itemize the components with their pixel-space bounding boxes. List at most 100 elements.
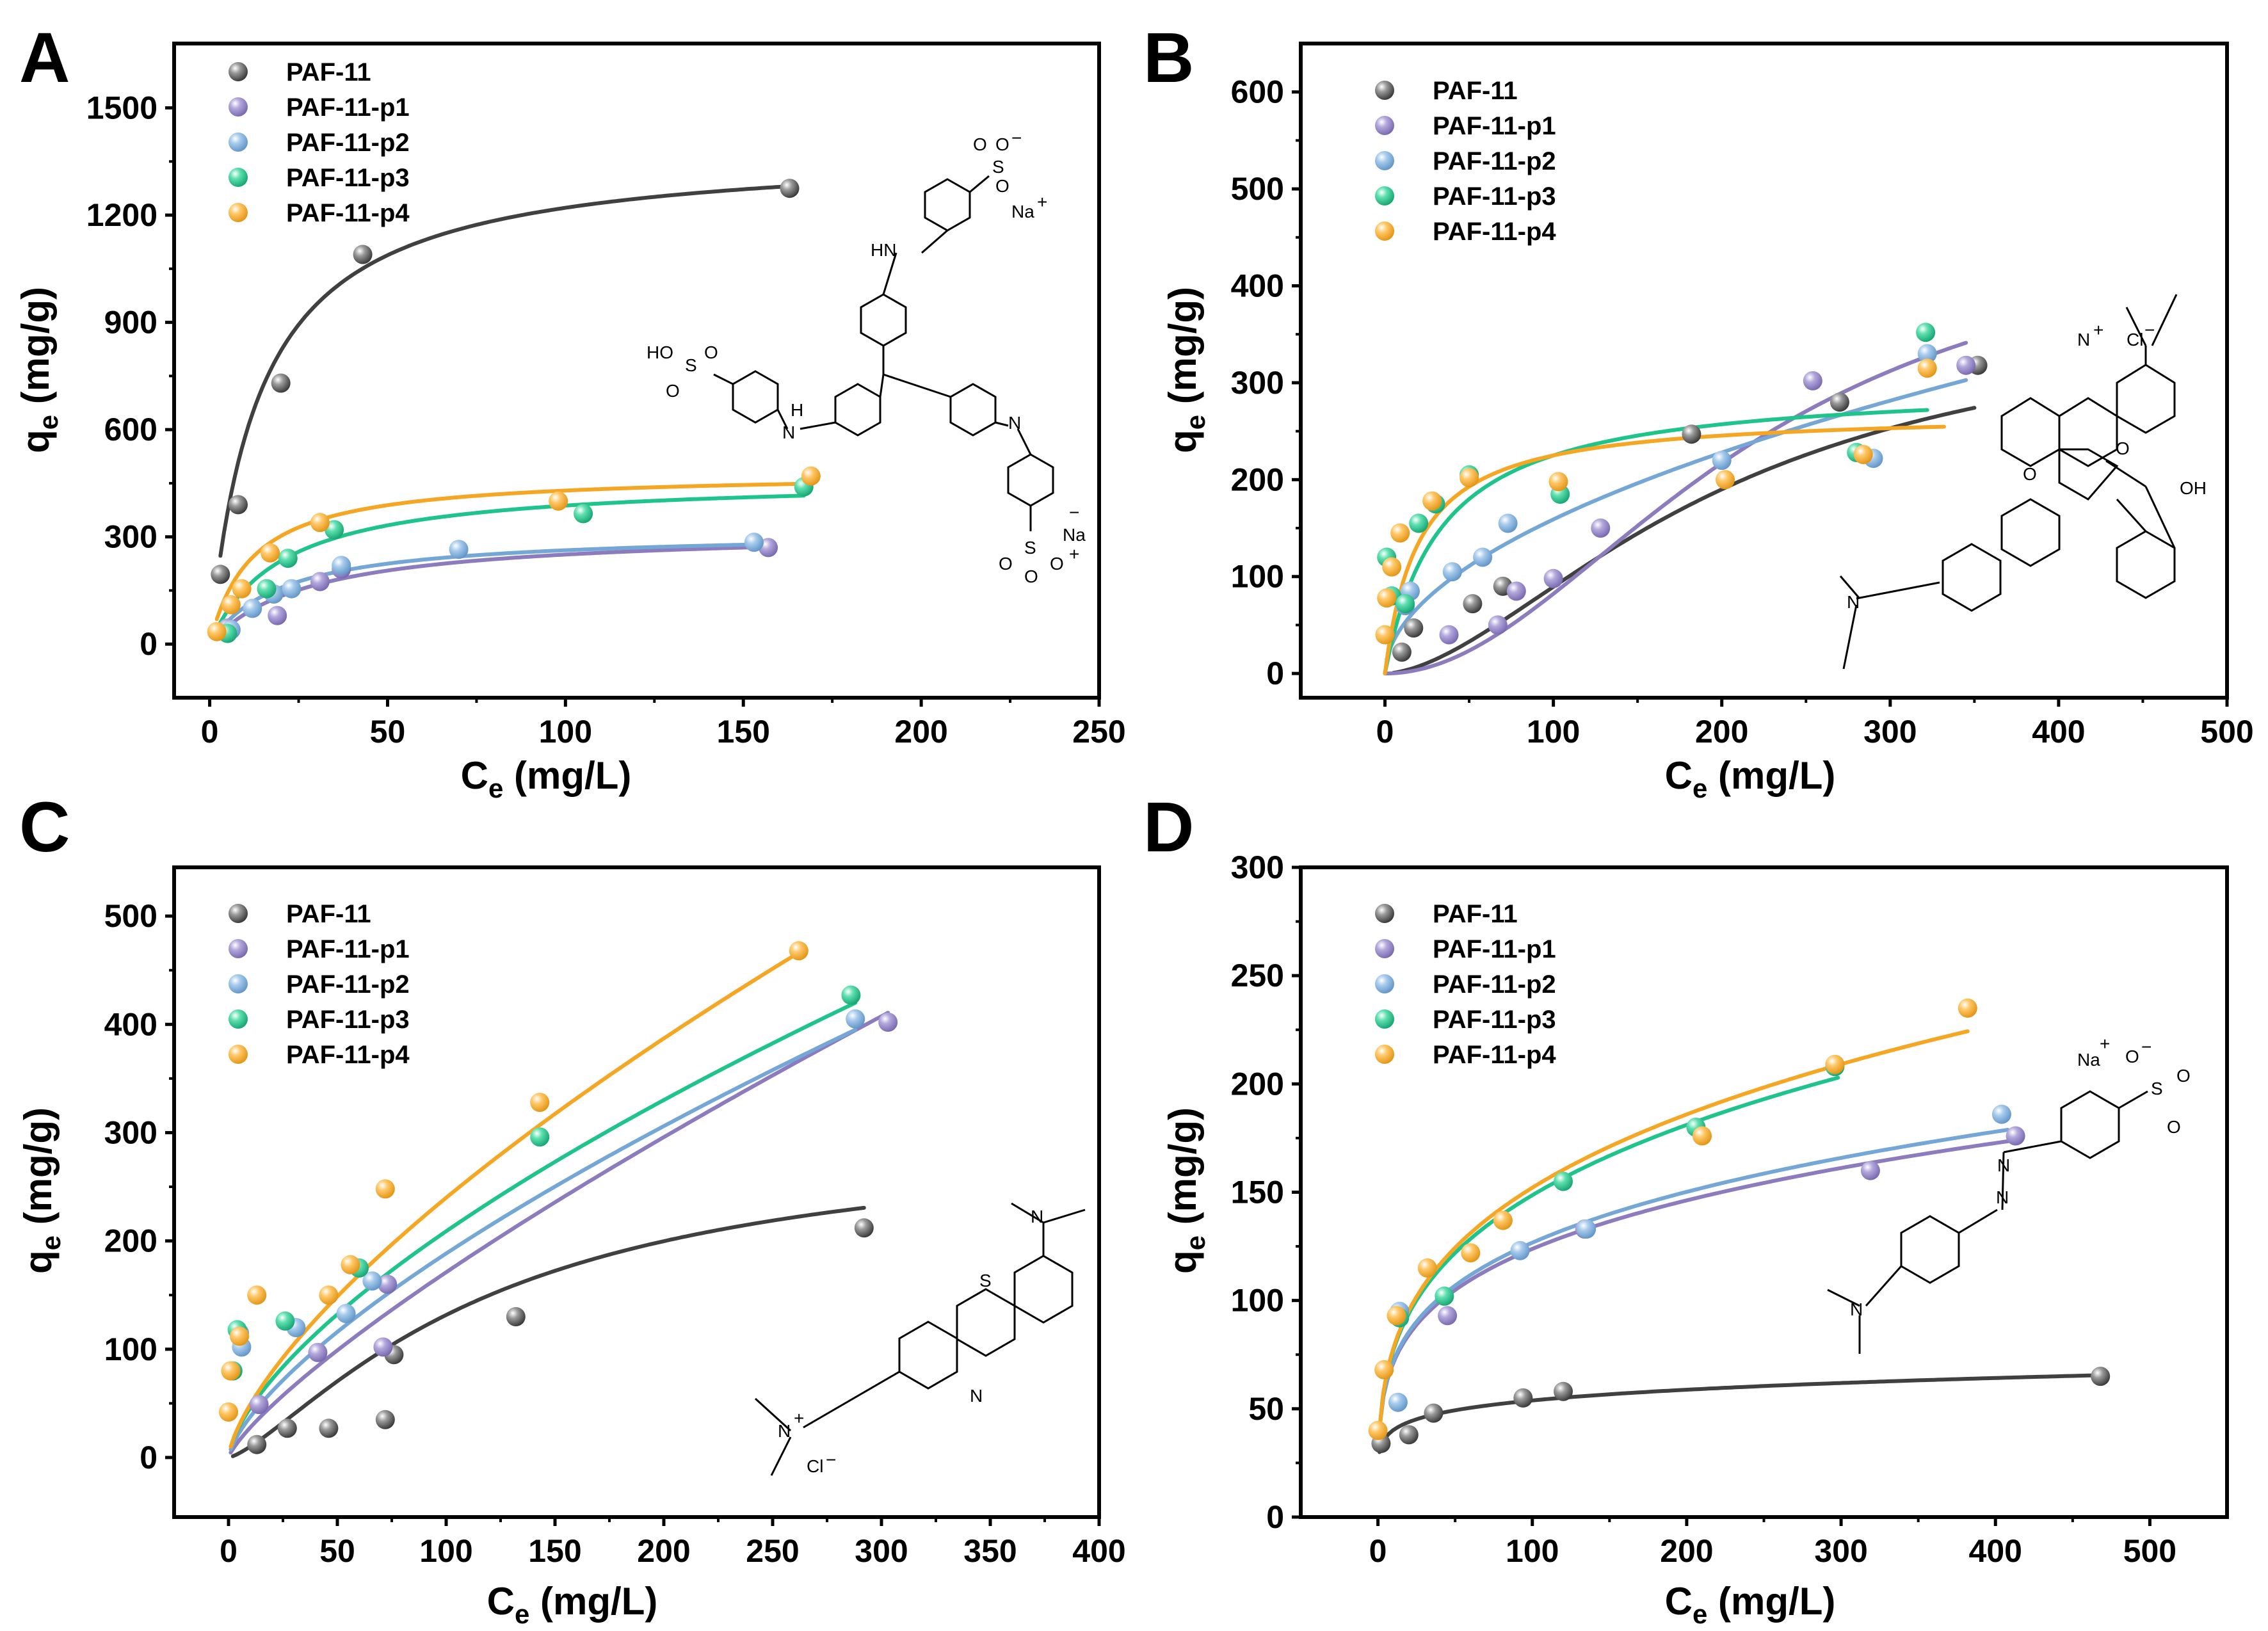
data-point-paf-11-p3: [841, 985, 861, 1005]
data-point-paf-11-p4: [1375, 625, 1395, 645]
mol-label: O: [995, 176, 1009, 196]
x-tick-label: 100: [539, 714, 592, 750]
legend-label: PAF-11-p2: [1433, 147, 1556, 175]
plot-area-d: 0 100 200 300 400 500 0 50 100 150 200 250 300 PAF-11…: [1231, 849, 2229, 1569]
panel-c: C Ce (mg/L) qe (mg/g) 0 50 100 150 200 250 300…: [17, 788, 1126, 1629]
mol-label: O: [1050, 554, 1064, 574]
y-tick-label: 500: [1231, 171, 1284, 207]
data-point-paf-11-p4: [1853, 445, 1873, 464]
legend-label: PAF-11-p1: [1433, 935, 1556, 963]
y-tick-label: 200: [104, 1223, 157, 1259]
mol-label: S: [2151, 1079, 2163, 1098]
legend-marker: [1375, 186, 1394, 205]
data-point-paf-11-p3: [275, 1311, 295, 1331]
fit-line-paf-11-p3: [229, 1000, 858, 1449]
x-tick-label: 50: [319, 1533, 355, 1569]
axis-labels-c: Ce (mg/L) qe (mg/g): [17, 1107, 657, 1629]
molecule-methylene-blue-c: [754, 1202, 1086, 1476]
data-point-paf-11-p2: [282, 579, 302, 599]
data-point-paf-11-p1: [1488, 615, 1508, 635]
y-tick-label: 100: [1231, 559, 1284, 595]
y-tick-label: 400: [1231, 268, 1284, 304]
data-point-paf-11-p4: [789, 941, 808, 961]
data-point-paf-11-p4: [1368, 1420, 1388, 1440]
data-point-paf-11-p4: [1693, 1126, 1712, 1146]
data-point-paf-11-p4: [530, 1093, 550, 1113]
fit-line-paf-11-p3: [214, 494, 806, 631]
data-point-paf-11-p1: [1591, 518, 1611, 538]
mol-label: O: [973, 134, 987, 154]
x-tick-label: 0: [1369, 1533, 1387, 1569]
data-point-paf-11-p2: [846, 1009, 865, 1029]
fit-line-paf-11-p3: [1383, 408, 1929, 676]
data-point-paf-11-p4: [341, 1255, 360, 1274]
panel-letter-b: B: [1143, 19, 1194, 97]
legend-marker: [1375, 221, 1394, 241]
data-point-paf-11-p4: [207, 622, 227, 641]
molecule-labels-d: Na + O − S O O N N N: [1850, 1034, 2191, 1319]
x-tick-label: 100: [1506, 1533, 1559, 1569]
plot-frame: [1299, 42, 2229, 700]
data-point-paf-11-p4: [232, 579, 252, 599]
data-point-paf-11-p4: [1493, 1210, 1513, 1230]
y-tick-label: 300: [1231, 365, 1284, 401]
data-point-paf-11: [247, 1434, 267, 1454]
y-tick-label: 900: [104, 305, 157, 341]
y-tick-label: 1200: [86, 197, 157, 233]
data-point-paf-11-p2: [449, 540, 469, 559]
x-tick-label: 500: [2200, 714, 2253, 750]
data-point-paf-11-p2: [1577, 1219, 1596, 1239]
mol-label: O: [999, 554, 1013, 574]
data-point-paf-11-p2: [1917, 344, 1937, 364]
legend-marker: [229, 1009, 248, 1029]
data-point-paf-11-p1: [310, 572, 330, 591]
data-point-paf-11-p2: [332, 556, 351, 575]
mol-label: +: [1037, 192, 1047, 212]
mol-label: Na: [1063, 525, 1086, 545]
x-tick-label: 400: [1072, 1533, 1125, 1569]
data-point-paf-11: [271, 373, 291, 393]
data-point-paf-11: [211, 565, 230, 584]
data-point-paf-11-p4: [549, 491, 568, 511]
y-tick-label: 300: [104, 519, 157, 555]
mol-label: N: [1847, 592, 1860, 612]
y-tick-label: 500: [104, 898, 157, 934]
data-point-paf-11-p2: [336, 1304, 356, 1323]
data-point-paf-11-p3: [278, 549, 298, 568]
data-point-paf-11-p4: [1548, 472, 1568, 492]
mol-label: Na: [1011, 202, 1034, 221]
x-tick-label: 200: [1695, 714, 1748, 750]
plot-frame: [172, 865, 1101, 1519]
mol-label: −: [2144, 320, 2155, 340]
legend-marker: [1375, 1009, 1394, 1029]
panel-letter-a: A: [19, 19, 70, 97]
legend-marker: [1375, 904, 1394, 923]
data-point-paf-11: [319, 1418, 339, 1438]
data-point-paf-11: [1404, 618, 1424, 638]
legend-marker: [229, 62, 248, 81]
y-tick-label: 300: [1231, 849, 1284, 885]
mol-label: O: [666, 381, 680, 401]
plot-area-b: 0 100 200 300 400 500 0 100 200 300 400 500 600 PAF-1…: [1231, 42, 2254, 750]
x-tick-label: 300: [855, 1533, 908, 1569]
legend-label: PAF-11-p3: [1433, 182, 1556, 211]
fit-line-paf-11-p2: [214, 542, 756, 636]
panel-a: A Ce (mg/L) qe (mg/g) 0 50 100 150 200 250 0 30…: [14, 19, 1126, 803]
fit-line-paf-11-p4: [229, 951, 801, 1449]
y-axis-title-c: qe (mg/g): [17, 1107, 66, 1274]
y-tick-label: 400: [104, 1006, 157, 1042]
legend-marker: [229, 133, 248, 152]
data-point-paf-11-p4: [1958, 998, 1977, 1018]
x-tick-label: 0: [220, 1533, 237, 1569]
legend-marker: [229, 904, 248, 923]
legend-label: PAF-11-p3: [1433, 1006, 1556, 1034]
x-tick-label: 250: [1072, 714, 1125, 750]
data-point-paf-11-p2: [1510, 1241, 1530, 1260]
data-point-paf-11: [1399, 1425, 1419, 1445]
mol-label: N: [2077, 330, 2090, 349]
legend-label: PAF-11-p4: [1433, 218, 1556, 246]
data-point-paf-11: [229, 495, 248, 515]
mol-label: N: [970, 1386, 983, 1406]
x-tick-label: 350: [963, 1533, 1017, 1569]
